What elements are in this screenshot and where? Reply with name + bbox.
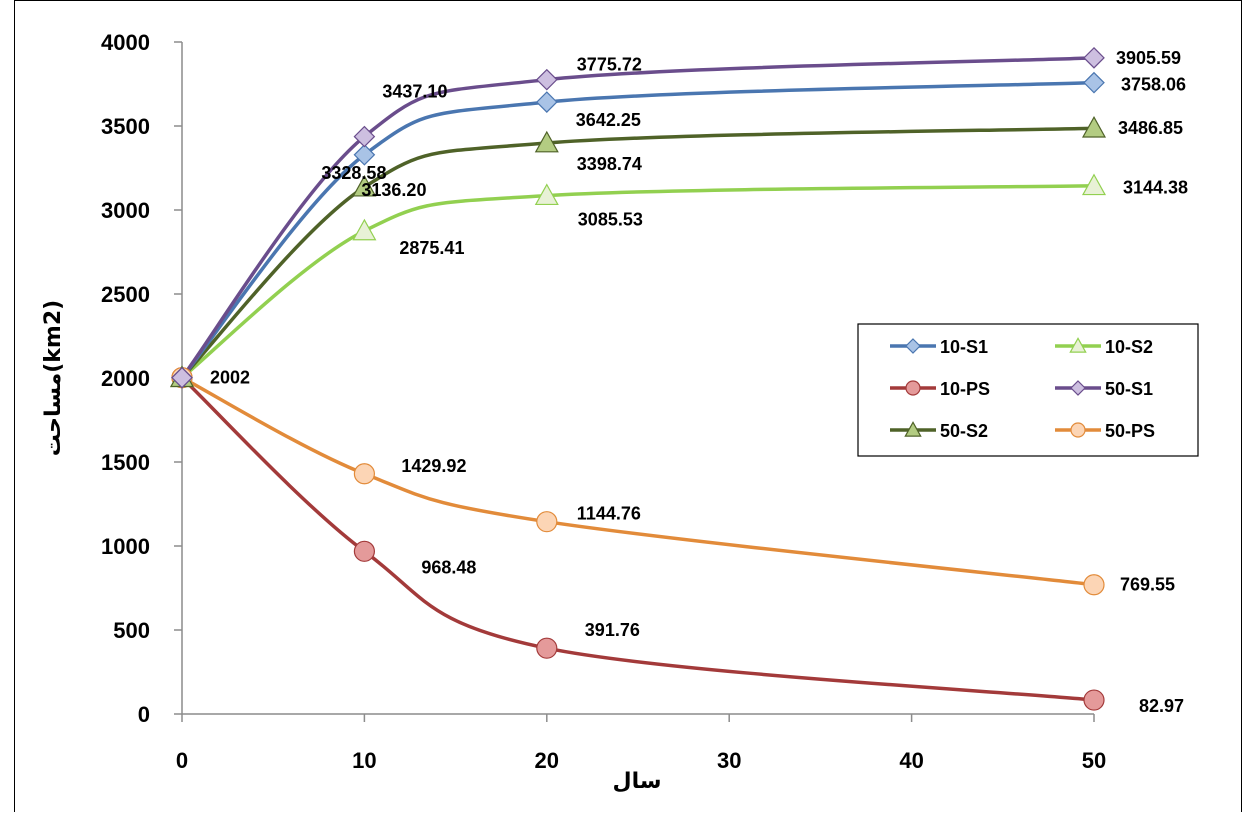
series-lines [180, 56, 1095, 702]
x-tick-label: 10 [352, 748, 376, 773]
axes: 0 500 1000 1500 2000 2500 3000 3500 4000 0 10 20 30 4… [101, 30, 1106, 773]
x-tick-label: 20 [535, 748, 559, 773]
data-label-10-PS: 968.48 [421, 557, 476, 577]
legend-label: 10-S1 [940, 337, 988, 357]
x-tick-label: 50 [1082, 748, 1106, 773]
series-point-50-S1 [353, 125, 376, 148]
legend-label: 50-PS [1105, 421, 1155, 441]
series-point-50-S2 [352, 174, 377, 197]
series-point-10-PS [353, 540, 375, 562]
x-tick-label: 30 [717, 748, 741, 773]
data-label-50-PS: 769.55 [1120, 575, 1175, 595]
series-point-10-S1 [1083, 71, 1105, 94]
legend-label: 10-PS [940, 379, 990, 399]
x-axis-title: سال [613, 769, 662, 794]
legend-swatch-marker [1069, 337, 1087, 353]
legend-label: 50-S2 [940, 421, 988, 441]
data-labels: 3328.58 3642.25 3758.06 2875.41 3085.53 3144.… [210, 48, 1188, 716]
legend-swatch-marker [1070, 422, 1086, 438]
series-point-50-PS [1083, 574, 1105, 596]
series-point-10-S1 [353, 143, 376, 166]
y-tick-label: 2000 [101, 366, 150, 391]
series-line-10-S2 [180, 183, 1095, 380]
series-line-10-S1 [180, 80, 1095, 379]
legend-label: 10-S2 [1105, 337, 1153, 357]
data-label-50-S1: 3437.10 [382, 82, 447, 102]
data-label-50-PS: 2002 [210, 368, 250, 388]
data-label-10-S1: 3642.25 [576, 110, 641, 130]
series-point-10-S2 [1081, 173, 1107, 196]
x-tick-label: 40 [899, 748, 923, 773]
data-label-10-PS: 82.97 [1139, 696, 1184, 716]
data-label-10-S1: 3328.58 [321, 163, 386, 183]
y-tick-label: 3000 [101, 198, 150, 223]
legend-swatch-marker [1070, 380, 1086, 396]
y-tick-label: 2500 [101, 282, 150, 307]
data-label-50-PS: 1144.76 [577, 504, 641, 524]
y-axis-title: مساحت(km2) [41, 300, 66, 456]
series-point-10-PS [536, 637, 558, 659]
series-point-50-S2 [1081, 115, 1107, 138]
series-point-10-S2 [352, 218, 377, 241]
y-tick-label: 1000 [101, 534, 150, 559]
series-point-50-S1 [171, 366, 193, 389]
series-point-50-S1 [535, 68, 558, 91]
legend: 10-S1 10-S2 10-PS 50-S1 50-S2 50-PS [857, 323, 1199, 457]
series-line-50-S1 [180, 56, 1095, 379]
series-point-50-PS [353, 463, 375, 485]
data-label-10-S2: 2875.41 [399, 238, 464, 258]
y-tick-label: 3500 [101, 114, 150, 139]
data-label-50-S1: 3775.72 [577, 55, 642, 75]
y-tick-label: 1500 [101, 450, 150, 475]
series-point-50-S1 [1083, 47, 1105, 69]
legend-swatch-marker [905, 380, 921, 396]
legend-label: 50-S1 [1105, 379, 1153, 399]
data-label-10-PS: 391.76 [585, 620, 640, 640]
series-markers [169, 47, 1107, 711]
series-line-50-PS [181, 376, 1095, 587]
y-tick-label: 500 [113, 618, 150, 643]
series-line-50-S2 [180, 126, 1095, 379]
y-tick-label: 4000 [101, 30, 150, 55]
data-label-10-S1: 3758.06 [1121, 75, 1186, 95]
series-point-50-PS [536, 511, 558, 533]
x-tick-label: 0 [176, 748, 188, 773]
legend-swatch-marker [904, 421, 922, 437]
data-label-50-S2: 3398.74 [577, 154, 642, 174]
series-line-10-PS [180, 376, 1095, 702]
data-label-10-S2: 3144.38 [1123, 178, 1188, 198]
series-point-50-S2 [534, 130, 559, 153]
data-label-50-S1: 3905.59 [1116, 48, 1181, 68]
series-point-10-S1 [535, 91, 558, 113]
legend-swatch-marker [905, 338, 921, 354]
data-label-50-S2: 3136.20 [361, 180, 426, 200]
series-point-10-PS [1083, 689, 1105, 711]
data-label-50-PS: 1429.92 [401, 456, 466, 476]
data-label-50-S2: 3486.85 [1118, 118, 1183, 138]
y-tick-label: 0 [138, 702, 150, 727]
data-label-10-S2: 3085.53 [578, 210, 643, 230]
series-point-10-S2 [534, 183, 559, 206]
